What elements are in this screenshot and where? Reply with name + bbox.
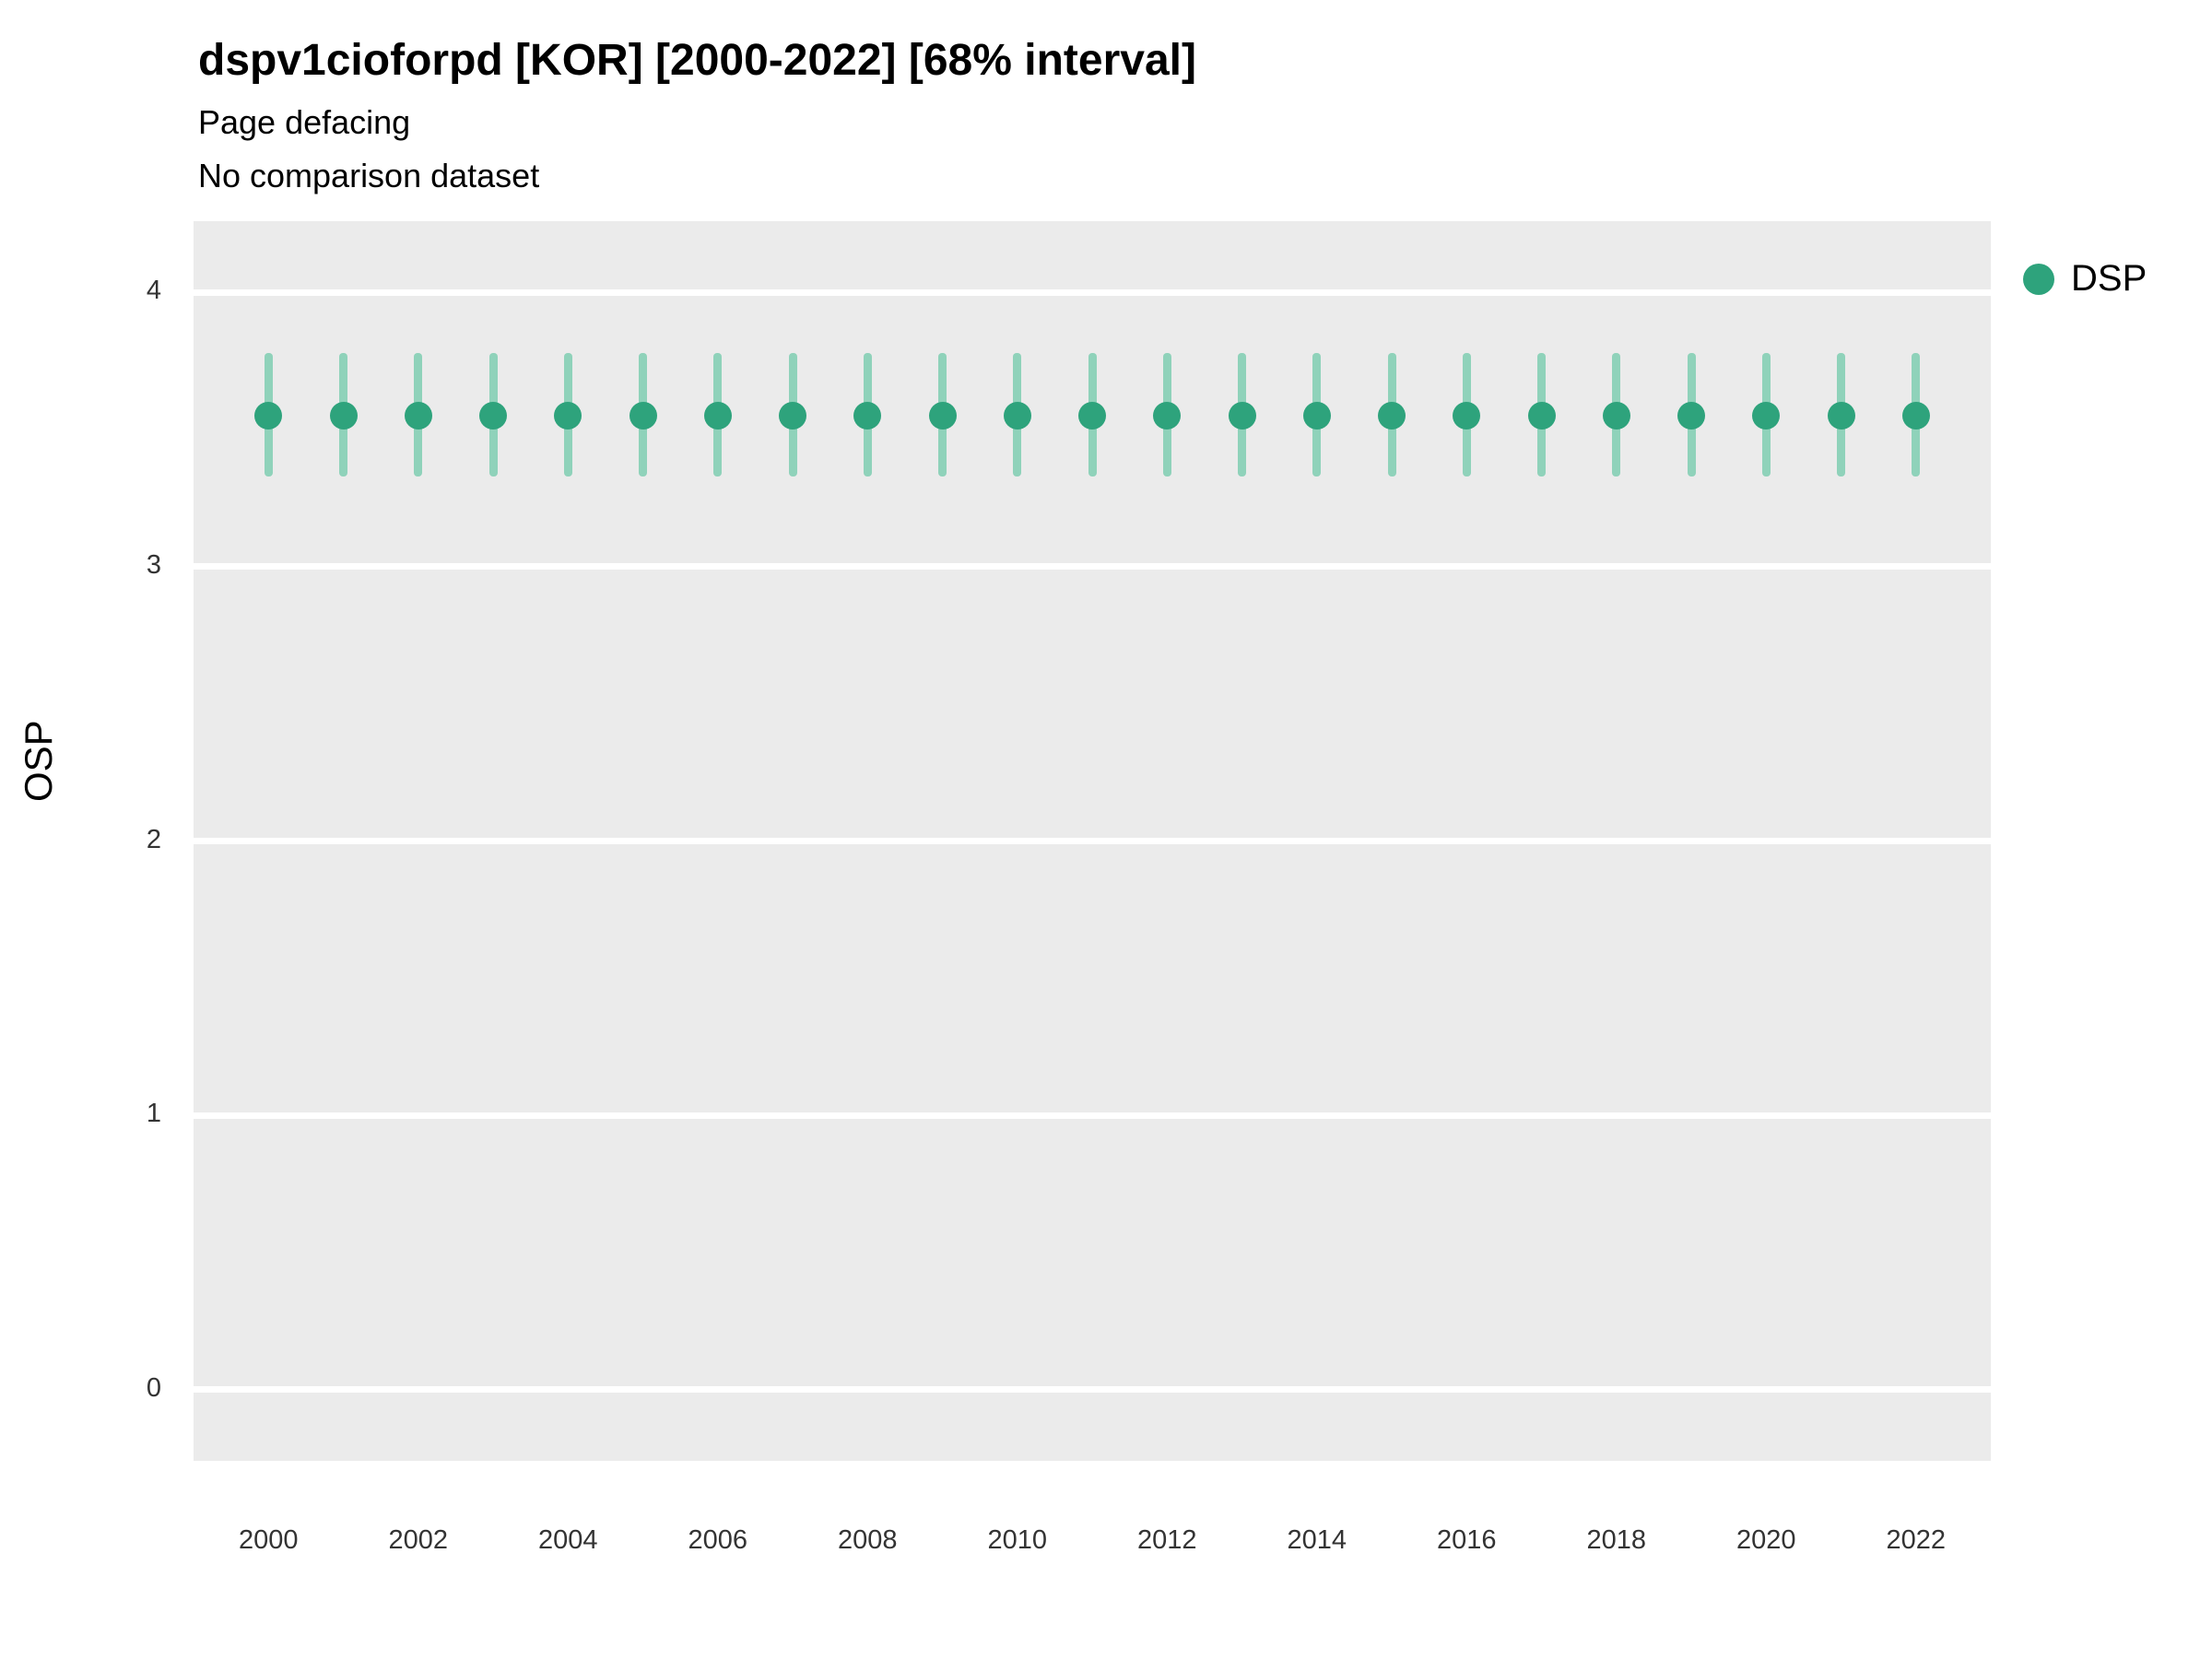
data-point [554,402,582,430]
chart-title: dspv1cioforpd [KOR] [2000-2022] [68% int… [198,36,1196,85]
data-point [1827,402,1855,430]
x-tick-label: 2022 [1886,1525,1946,1555]
data-point [1901,402,1930,430]
x-tick-label: 2008 [837,1525,898,1555]
legend-label: DSP [2071,258,2147,299]
gridline-y-0 [194,1386,1991,1394]
y-axis-title: OSP [17,720,60,802]
x-tick-label: 2018 [1586,1525,1646,1555]
x-tick-label: 2006 [688,1525,747,1555]
chart-note: No comparison dataset [198,157,540,194]
data-point [1453,402,1481,430]
data-point [1677,402,1705,430]
x-tick-label: 2014 [1287,1525,1347,1555]
y-tick-label: 4 [146,276,161,306]
gridline-y-3 [194,563,1991,571]
data-point [1527,402,1556,430]
x-tick-label: 2010 [987,1525,1047,1555]
legend-marker-icon [2023,263,2054,295]
y-tick-label: 2 [146,824,161,854]
data-point [479,402,507,430]
data-point [404,402,432,430]
y-tick-label: 3 [146,549,161,580]
data-point [779,402,806,430]
data-point [1078,402,1106,430]
data-point [928,402,957,430]
x-tick-label: 2012 [1136,1525,1197,1555]
data-point [703,402,732,430]
data-point [1752,402,1781,430]
data-point [1228,402,1256,430]
chart-subtitle: Page defacing [198,103,411,141]
data-point [629,402,657,430]
y-tick-label: 1 [146,1099,161,1129]
data-point [1378,402,1406,430]
data-point [1302,402,1331,430]
data-point [1153,402,1182,430]
y-tick-label: 0 [146,1372,161,1403]
data-point [329,402,358,430]
gridline-y-2 [194,838,1991,844]
data-point [1602,402,1630,430]
legend: DSP [2023,258,2147,300]
gridline-y-4 [194,288,1991,296]
data-point [853,402,882,430]
x-tick-label: 2020 [1735,1525,1796,1555]
x-tick-label: 2002 [388,1525,448,1555]
x-tick-label: 2000 [238,1525,299,1555]
x-tick-label: 2004 [537,1525,598,1555]
data-point [1003,402,1031,430]
gridline-y-1 [194,1112,1991,1119]
x-tick-label: 2016 [1436,1525,1497,1555]
data-point [254,402,283,430]
